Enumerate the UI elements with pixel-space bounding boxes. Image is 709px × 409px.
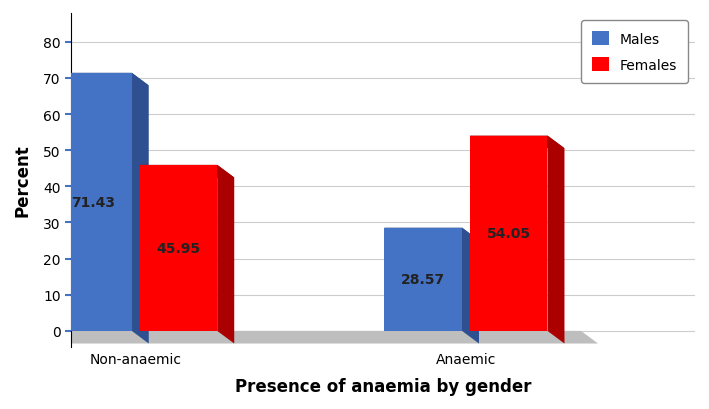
X-axis label: Presence of anaemia by gender: Presence of anaemia by gender	[235, 377, 531, 395]
Bar	[384, 228, 462, 331]
Polygon shape	[217, 165, 234, 344]
Bar	[54, 74, 132, 331]
Y-axis label: Percent: Percent	[14, 144, 32, 217]
Polygon shape	[54, 74, 149, 86]
Polygon shape	[462, 228, 479, 344]
Legend: Males, Females: Males, Females	[581, 21, 688, 83]
Polygon shape	[42, 331, 598, 344]
Text: 45.95: 45.95	[156, 241, 201, 255]
Text: 71.43: 71.43	[71, 196, 115, 209]
Text: 54.05: 54.05	[486, 227, 530, 240]
Polygon shape	[132, 74, 149, 344]
Polygon shape	[547, 136, 564, 344]
Polygon shape	[470, 136, 564, 149]
Bar	[470, 136, 547, 331]
Polygon shape	[140, 165, 234, 178]
Text: 28.57: 28.57	[401, 272, 445, 287]
Polygon shape	[384, 228, 479, 241]
Bar	[140, 165, 217, 331]
